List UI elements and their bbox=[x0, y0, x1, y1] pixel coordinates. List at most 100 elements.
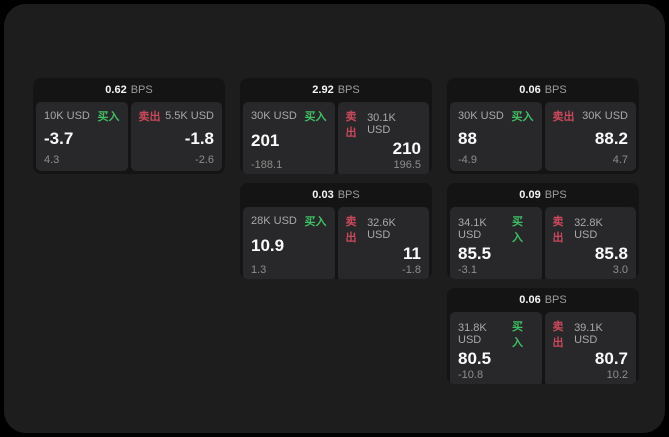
bps-value: 0.03 bbox=[312, 189, 334, 201]
sell-side-tag: 卖出 bbox=[345, 111, 357, 139]
bps-value: 0.09 bbox=[519, 189, 541, 201]
card-body: 28K USD 买入 10.9 1.3 卖出 32.6K USD 11 -1.8 bbox=[240, 207, 432, 279]
sell-panel[interactable]: 卖出 30.1K USD 210 196.5 bbox=[337, 102, 429, 174]
bps-value: 2.92 bbox=[312, 84, 334, 96]
card-body: 10K USD 买入 -3.7 4.3 卖出 5.5K USD -1.8 -2.… bbox=[33, 102, 225, 174]
sell-price: -1.8 bbox=[184, 128, 214, 148]
buy-panel-top: 34.1K USD 买入 bbox=[458, 213, 534, 245]
sell-notional: 30.1K USD bbox=[367, 112, 396, 136]
bps-unit-label: BPS bbox=[337, 84, 360, 96]
sell-delta: -2.6 bbox=[195, 154, 214, 166]
buy-notional: 10K USD bbox=[44, 110, 90, 122]
quote-card: 0.62 BPS 10K USD 买入 -3.7 4.3 卖出 5.5K USD… bbox=[33, 78, 225, 174]
sell-delta: -1.8 bbox=[402, 263, 421, 276]
sell-panel[interactable]: 卖出 39.1K USD 80.7 10.2 bbox=[544, 312, 636, 384]
card-body: 34.1K USD 买入 85.5 -3.1 卖出 32.8K USD 85.8… bbox=[447, 207, 639, 279]
sell-panel-top: 卖出 30K USD bbox=[553, 108, 629, 124]
quote-card: 0.09 BPS 34.1K USD 买入 85.5 -3.1 卖出 32.8K… bbox=[447, 183, 639, 279]
sell-panel-top: 卖出 5.5K USD bbox=[139, 108, 215, 124]
sell-panel-top: 卖出 32.6K USD bbox=[346, 213, 422, 245]
bps-unit-label: BPS bbox=[130, 84, 153, 96]
sell-panel[interactable]: 卖出 5.5K USD -1.8 -2.6 bbox=[130, 102, 222, 171]
buy-price: 10.9 bbox=[251, 236, 285, 255]
buy-side-tag: 买入 bbox=[511, 321, 523, 349]
buy-panel[interactable]: 10K USD 买入 -3.7 4.3 bbox=[36, 102, 128, 171]
card-header: 0.06 BPS bbox=[447, 78, 639, 102]
sell-side-tag: 卖出 bbox=[345, 216, 357, 244]
buy-price: 201 bbox=[251, 131, 280, 150]
card-header: 0.09 BPS bbox=[447, 183, 639, 207]
sell-side-tag: 卖出 bbox=[552, 216, 564, 244]
bps-value: 0.06 bbox=[519, 84, 541, 96]
card-header: 0.62 BPS bbox=[33, 78, 225, 102]
bps-value: 0.06 bbox=[519, 294, 541, 306]
sell-notional: 5.5K USD bbox=[165, 110, 214, 122]
sell-panel[interactable]: 卖出 32.6K USD 11 -1.8 bbox=[337, 207, 429, 279]
sell-side-tag: 卖出 bbox=[552, 111, 575, 123]
buy-delta: 1.3 bbox=[251, 263, 267, 276]
buy-panel-top: 31.8K USD 买入 bbox=[458, 318, 534, 350]
buy-panel[interactable]: 31.8K USD 买入 80.5 -10.8 bbox=[450, 312, 542, 384]
card-body: 30K USD 买入 88 -4.9 卖出 30K USD 88.2 4.7 bbox=[447, 102, 639, 174]
buy-delta: -3.1 bbox=[458, 263, 477, 276]
buy-delta: -188.1 bbox=[251, 158, 283, 171]
sell-panel-top: 卖出 39.1K USD bbox=[553, 318, 629, 350]
buy-notional: 30K USD bbox=[251, 110, 297, 122]
sell-panel-top: 卖出 30.1K USD bbox=[346, 108, 422, 140]
quote-card: 2.92 BPS 30K USD 买入 201 -188.1 卖出 30.1K … bbox=[240, 78, 432, 174]
quote-cards-grid: 0.62 BPS 10K USD 买入 -3.7 4.3 卖出 5.5K USD… bbox=[33, 78, 639, 384]
sell-price: 210 bbox=[392, 139, 421, 158]
sell-notional: 30K USD bbox=[582, 110, 628, 122]
buy-notional: 28K USD bbox=[251, 215, 297, 227]
buy-panel-top: 30K USD 买入 bbox=[458, 108, 534, 124]
buy-panel[interactable]: 30K USD 买入 88 -4.9 bbox=[450, 102, 542, 171]
card-body: 30K USD 买入 201 -188.1 卖出 30.1K USD 210 1… bbox=[240, 102, 432, 174]
buy-panel-top: 28K USD 买入 bbox=[251, 213, 327, 229]
sell-delta: 196.5 bbox=[393, 158, 421, 171]
bps-unit-label: BPS bbox=[544, 189, 567, 201]
sell-side-tag: 卖出 bbox=[552, 321, 564, 349]
card-body: 31.8K USD 买入 80.5 -10.8 卖出 39.1K USD 80.… bbox=[447, 312, 639, 384]
sell-panel[interactable]: 卖出 32.8K USD 85.8 3.0 bbox=[544, 207, 636, 279]
app-window: 0.62 BPS 10K USD 买入 -3.7 4.3 卖出 5.5K USD… bbox=[4, 4, 665, 433]
bps-unit-label: BPS bbox=[544, 294, 567, 306]
buy-notional: 30K USD bbox=[458, 110, 504, 122]
sell-notional: 32.8K USD bbox=[574, 217, 603, 241]
sell-delta: 10.2 bbox=[606, 368, 628, 381]
buy-panel[interactable]: 28K USD 买入 10.9 1.3 bbox=[243, 207, 335, 279]
buy-notional: 31.8K USD bbox=[458, 322, 487, 346]
buy-side-tag: 买入 bbox=[511, 216, 523, 244]
quote-card: 0.06 BPS 31.8K USD 买入 80.5 -10.8 卖出 39.1… bbox=[447, 288, 639, 384]
buy-side-tag: 买入 bbox=[304, 111, 327, 123]
sell-price: 88.2 bbox=[594, 128, 628, 148]
buy-price: 85.5 bbox=[458, 244, 492, 263]
buy-side-tag: 买入 bbox=[511, 111, 534, 123]
card-header: 0.06 BPS bbox=[447, 288, 639, 312]
sell-side-tag: 卖出 bbox=[138, 111, 161, 123]
buy-delta: -10.8 bbox=[458, 368, 484, 381]
sell-price: 85.8 bbox=[594, 244, 628, 263]
buy-notional: 34.1K USD bbox=[458, 217, 487, 241]
buy-panel-top: 30K USD 买入 bbox=[251, 108, 327, 124]
quote-card: 0.03 BPS 28K USD 买入 10.9 1.3 卖出 32.6K US… bbox=[240, 183, 432, 279]
buy-delta: 4.3 bbox=[44, 154, 60, 166]
buy-price: 80.5 bbox=[458, 349, 492, 368]
buy-delta: -4.9 bbox=[458, 154, 477, 166]
buy-panel[interactable]: 34.1K USD 买入 85.5 -3.1 bbox=[450, 207, 542, 279]
bps-unit-label: BPS bbox=[337, 189, 360, 201]
buy-price: 88 bbox=[458, 128, 477, 148]
card-header: 0.03 BPS bbox=[240, 183, 432, 207]
sell-delta: 4.7 bbox=[612, 154, 628, 166]
sell-panel-top: 卖出 32.8K USD bbox=[553, 213, 629, 245]
buy-price: -3.7 bbox=[44, 128, 74, 148]
buy-panel-top: 10K USD 买入 bbox=[44, 108, 120, 124]
sell-price: 11 bbox=[403, 244, 421, 263]
bps-value: 0.62 bbox=[105, 84, 127, 96]
buy-side-tag: 买入 bbox=[97, 111, 120, 123]
buy-side-tag: 买入 bbox=[304, 216, 327, 228]
card-header: 2.92 BPS bbox=[240, 78, 432, 102]
sell-notional: 32.6K USD bbox=[367, 217, 396, 241]
quote-card: 0.06 BPS 30K USD 买入 88 -4.9 卖出 30K USD 8… bbox=[447, 78, 639, 174]
buy-panel[interactable]: 30K USD 买入 201 -188.1 bbox=[243, 102, 335, 174]
sell-panel[interactable]: 卖出 30K USD 88.2 4.7 bbox=[544, 102, 636, 171]
